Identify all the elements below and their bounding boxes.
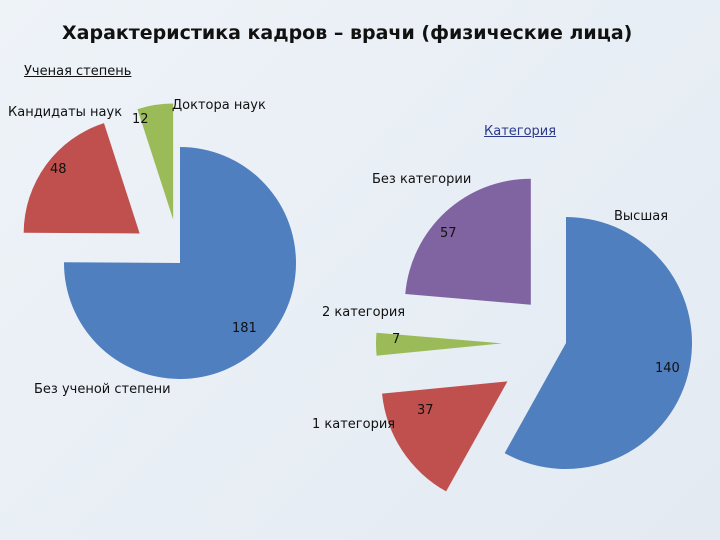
value-second: 7: [392, 332, 401, 347]
label-no-category: Без категории: [372, 172, 472, 187]
pie1-slice-1: [23, 123, 140, 234]
label-highest: Высшая: [614, 209, 669, 224]
value-doctors: 12: [132, 112, 149, 127]
chart2-title: Категория: [484, 124, 557, 139]
page-title: Характеристика кадров – врачи (физически…: [62, 22, 633, 44]
label-no-degree: Без ученой степени: [34, 382, 171, 397]
pie2-slice-2: [376, 332, 503, 356]
label-candidates: Кандидаты наук: [8, 105, 123, 120]
label-second: 2 категория: [322, 305, 406, 320]
value-no-category: 57: [440, 226, 457, 241]
value-candidates: 48: [50, 162, 67, 177]
value-no-degree: 181: [232, 321, 257, 336]
chart1-title: Ученая степень: [24, 64, 132, 79]
pie2-slice-1: [382, 381, 508, 492]
value-first: 37: [417, 403, 434, 418]
value-highest: 140: [655, 361, 680, 376]
pie2-slice-0: [504, 217, 693, 470]
label-doctors: Доктора наук: [172, 98, 266, 113]
label-first: 1 категория: [312, 417, 396, 432]
pie1-slice-2: [137, 103, 174, 220]
pie2-slice-3: [405, 178, 531, 305]
pie1-slice-0: [63, 147, 296, 379]
